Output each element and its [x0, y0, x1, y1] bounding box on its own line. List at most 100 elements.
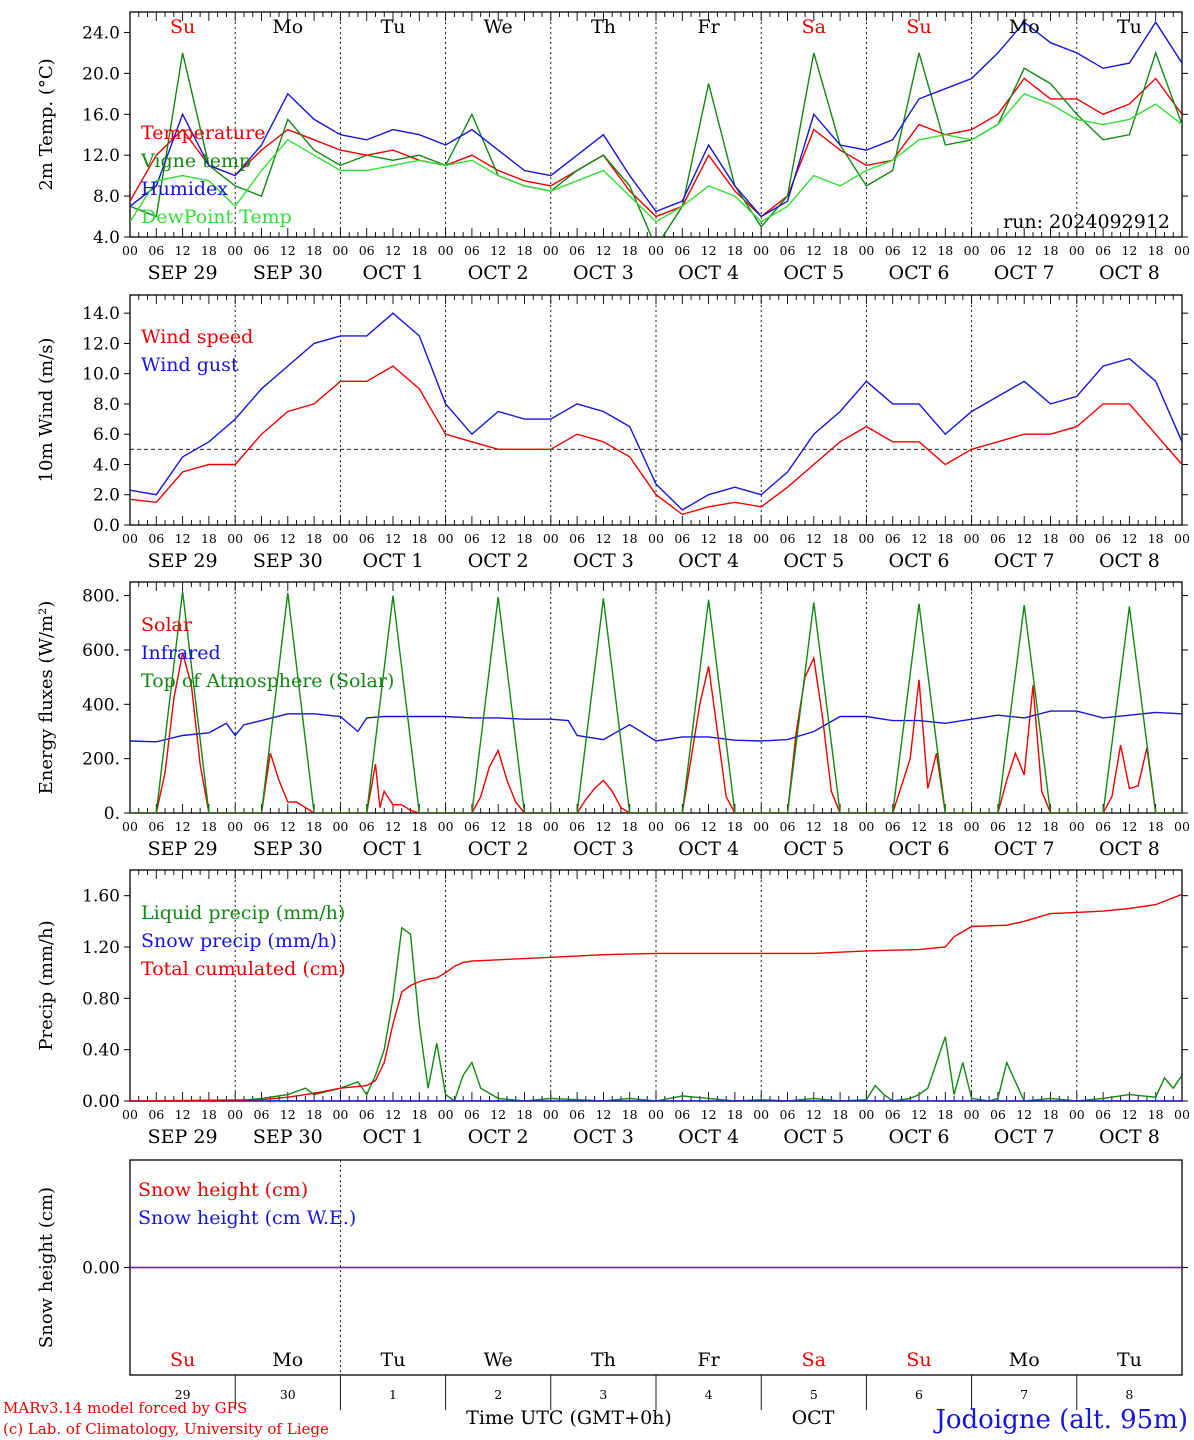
hour-tick-label: 18: [201, 1107, 217, 1122]
day-number: 6: [915, 1387, 923, 1402]
hour-tick-label: 18: [411, 819, 427, 834]
day-name: Tu: [1117, 1349, 1142, 1371]
legend-entry: Wind gust: [141, 354, 239, 376]
day-name: We: [484, 1349, 513, 1371]
hour-tick-label: 18: [727, 819, 743, 834]
hour-tick-label: 18: [622, 819, 638, 834]
hour-tick-label: 06: [359, 1107, 375, 1122]
hour-tick-label: 00: [227, 1107, 243, 1122]
hour-tick-label: 12: [911, 531, 927, 546]
hour-tick-label: 06: [990, 243, 1006, 258]
hour-tick-label: 00: [648, 243, 664, 258]
day-number: 8: [1125, 1387, 1133, 1402]
hour-tick-label: 18: [306, 243, 322, 258]
hour-tick-label: 18: [1148, 531, 1164, 546]
y-tick-label: 10.0: [82, 365, 120, 385]
hour-tick-label: 00: [227, 531, 243, 546]
hour-tick-label: 06: [885, 819, 901, 834]
hour-tick-label: 12: [280, 243, 296, 258]
day-name: Mo: [272, 1349, 303, 1371]
y-tick-label: 0.40: [82, 1041, 120, 1061]
hour-tick-label: 12: [1121, 1107, 1137, 1122]
hour-tick-label: 06: [885, 243, 901, 258]
hour-tick-label: 06: [674, 243, 690, 258]
hour-tick-label: 00: [122, 531, 138, 546]
hour-tick-label: 18: [937, 1107, 953, 1122]
hour-tick-label: 18: [622, 1107, 638, 1122]
day-name: Sa: [802, 16, 826, 38]
hour-tick-label: 12: [911, 819, 927, 834]
hour-tick-label: 06: [569, 531, 585, 546]
hour-tick-label: 06: [569, 243, 585, 258]
panel-3: 00 06 12 18 00 06 12 18 00 06 12 18 00 06 12 18 00 06 12 18…: [36, 581, 1190, 860]
hour-tick-label: 12: [701, 1107, 717, 1122]
day-name: We: [484, 16, 513, 38]
date-label: SEP 30: [253, 838, 323, 860]
hour-tick-label: 18: [1043, 243, 1059, 258]
hour-tick-label: 18: [411, 1107, 427, 1122]
hour-tick-label: 12: [385, 1107, 401, 1122]
hour-tick-label: 06: [674, 1107, 690, 1122]
hour-tick-label: 00: [1069, 243, 1085, 258]
credit-model: MARv3.14 model forced by GFS: [3, 1399, 247, 1417]
hour-tick-label: 12: [806, 243, 822, 258]
hour-tick-label: 06: [990, 1107, 1006, 1122]
series-line-3: [130, 893, 1182, 1101]
hour-tick-label: 06: [674, 819, 690, 834]
hour-tick-label: 12: [280, 1107, 296, 1122]
hour-tick-label: 12: [806, 819, 822, 834]
y-tick-label: 4.0: [93, 228, 120, 248]
date-label: OCT 5: [783, 550, 844, 572]
series-line-2: [130, 50, 1182, 237]
y-tick-label: 2.0: [93, 486, 120, 506]
hour-tick-label: 06: [674, 531, 690, 546]
series-line-1: [130, 926, 1182, 1101]
hour-tick-label: 12: [385, 243, 401, 258]
hour-tick-label: 12: [701, 531, 717, 546]
day-name: Mo: [272, 16, 303, 38]
hour-tick-label: 06: [148, 243, 164, 258]
hour-tick-label: 12: [1121, 243, 1137, 258]
date-label: OCT 6: [889, 262, 950, 284]
hour-tick-label: 12: [280, 531, 296, 546]
hour-tick-label: 12: [1016, 1107, 1032, 1122]
hour-tick-label: 18: [201, 531, 217, 546]
day-number: 4: [705, 1387, 713, 1402]
hour-tick-label: 12: [1121, 531, 1137, 546]
hour-tick-label: 12: [806, 1107, 822, 1122]
hour-tick-label: 06: [885, 531, 901, 546]
hour-tick-label: 18: [1148, 243, 1164, 258]
hour-tick-label: 06: [780, 819, 796, 834]
y-tick-label: 400.: [82, 695, 120, 715]
hour-tick-label: 18: [306, 531, 322, 546]
series-line-2: [130, 312, 1182, 511]
hour-tick-label: 18: [832, 243, 848, 258]
hour-tick-label: 00: [332, 819, 348, 834]
hour-tick-label: 06: [780, 243, 796, 258]
date-label: SEP 30: [253, 262, 323, 284]
date-label: OCT 3: [573, 1126, 634, 1148]
legend-entry: Liquid precip (mm/h): [141, 902, 345, 924]
hour-tick-label: 06: [254, 1107, 270, 1122]
date-label: OCT 2: [468, 262, 529, 284]
hour-tick-label: 12: [1121, 819, 1137, 834]
hour-tick-label: 18: [1043, 531, 1059, 546]
day-number: 5: [810, 1387, 818, 1402]
y-tick-label: 0.0: [93, 516, 120, 536]
hour-tick-label: 00: [1069, 819, 1085, 834]
hour-tick-label: 18: [1148, 1107, 1164, 1122]
y-tick-label: 6.0: [93, 425, 120, 445]
legend-entry: Snow height (cm): [138, 1179, 308, 1201]
day-name: Tu: [1117, 16, 1142, 38]
hour-tick-label: 18: [517, 1107, 533, 1122]
hour-tick-label: 18: [411, 531, 427, 546]
hour-tick-label: 18: [937, 531, 953, 546]
hour-tick-label: 06: [780, 531, 796, 546]
legend-entry: Wind speed: [141, 326, 253, 348]
date-label: SEP 30: [253, 550, 323, 572]
hour-tick-label: 12: [490, 243, 506, 258]
hour-tick-label: 00: [227, 243, 243, 258]
hour-tick-label: 18: [201, 819, 217, 834]
date-label: OCT 8: [1099, 1126, 1160, 1148]
hour-tick-label: 00: [227, 819, 243, 834]
